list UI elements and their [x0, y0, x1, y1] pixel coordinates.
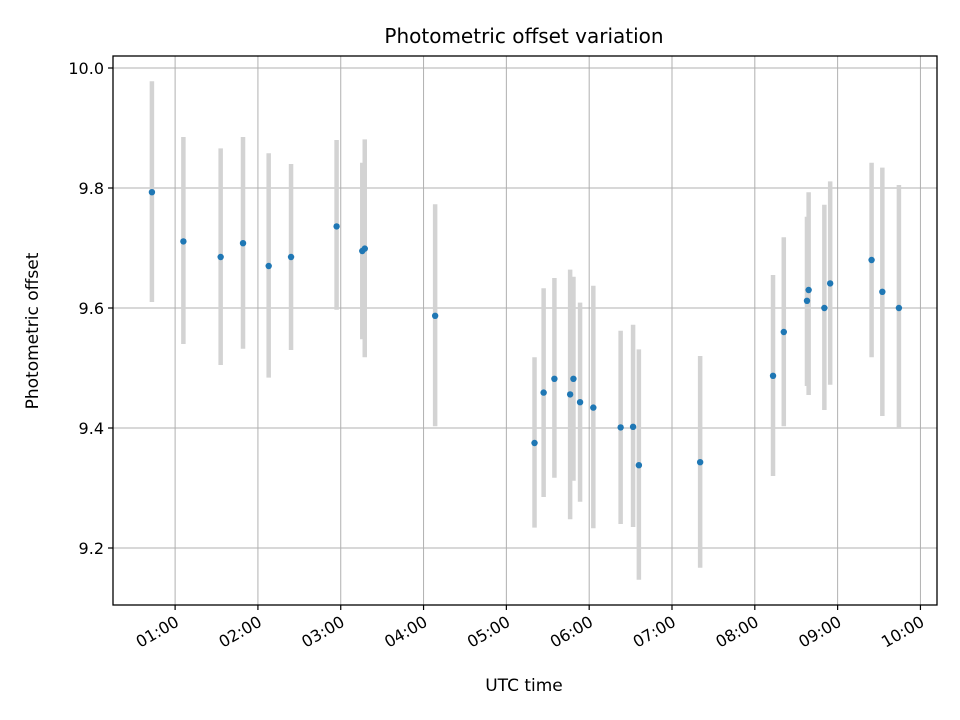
- x-tick-label: 04:00: [381, 612, 430, 652]
- data-point: [551, 375, 558, 382]
- x-tick-label: 01:00: [133, 612, 182, 652]
- plot-frame: [112, 55, 938, 606]
- data-point: [239, 240, 247, 247]
- x-tick-label: 02:00: [215, 612, 264, 652]
- data-point: [805, 286, 812, 294]
- y-tick-label: 9.8: [79, 179, 104, 198]
- data-point: [576, 399, 584, 406]
- data-point: [803, 297, 811, 304]
- x-tick-label: 10:00: [878, 612, 927, 652]
- data-point: [566, 391, 574, 398]
- data-point: [287, 253, 295, 261]
- data-point: [431, 312, 439, 319]
- y-tick-label: 9.2: [79, 539, 104, 558]
- x-tick-label: 09:00: [795, 612, 844, 652]
- data-point: [769, 372, 777, 379]
- data-points: [148, 189, 903, 469]
- y-tick-label: 9.6: [79, 299, 104, 318]
- data-point: [590, 404, 597, 411]
- data-point: [540, 389, 547, 396]
- x-axis-ticks: 01:00 02:00 03:00 04:00 05:00 06:00 07:00 08:00…: [133, 605, 927, 652]
- x-tick-label: 05:00: [464, 612, 513, 652]
- x-tick-label: 08:00: [712, 612, 761, 652]
- y-tick-label: 10.0: [68, 59, 104, 78]
- error-bars: [149, 81, 902, 580]
- data-point: [895, 304, 903, 312]
- data-point: [570, 375, 577, 382]
- data-point: [361, 245, 368, 252]
- data-point: [635, 462, 643, 469]
- data-point: [333, 223, 340, 230]
- chart-title: Photometric offset variation: [384, 24, 663, 48]
- x-tick-label: 07:00: [630, 612, 679, 652]
- data-point: [629, 423, 637, 430]
- x-axis-label: UTC time: [485, 676, 563, 696]
- x-tick-label: 06:00: [547, 612, 596, 652]
- data-point: [780, 328, 787, 336]
- data-point: [879, 288, 886, 295]
- y-tick-label: 9.4: [79, 419, 104, 438]
- data-point: [148, 189, 156, 196]
- data-point: [531, 439, 538, 447]
- y-axis-label: Photometric offset: [23, 252, 43, 409]
- data-point: [826, 280, 834, 287]
- data-point: [217, 253, 224, 261]
- data-point: [617, 424, 624, 431]
- data-point: [265, 262, 272, 270]
- data-point: [696, 459, 704, 466]
- data-point: [821, 304, 828, 312]
- y-axis-ticks: 9.2 9.4 9.6 9.8 10.0: [68, 59, 113, 558]
- data-point: [180, 238, 187, 245]
- grid: [113, 56, 937, 605]
- x-tick-label: 03:00: [298, 612, 347, 652]
- data-point: [868, 256, 875, 264]
